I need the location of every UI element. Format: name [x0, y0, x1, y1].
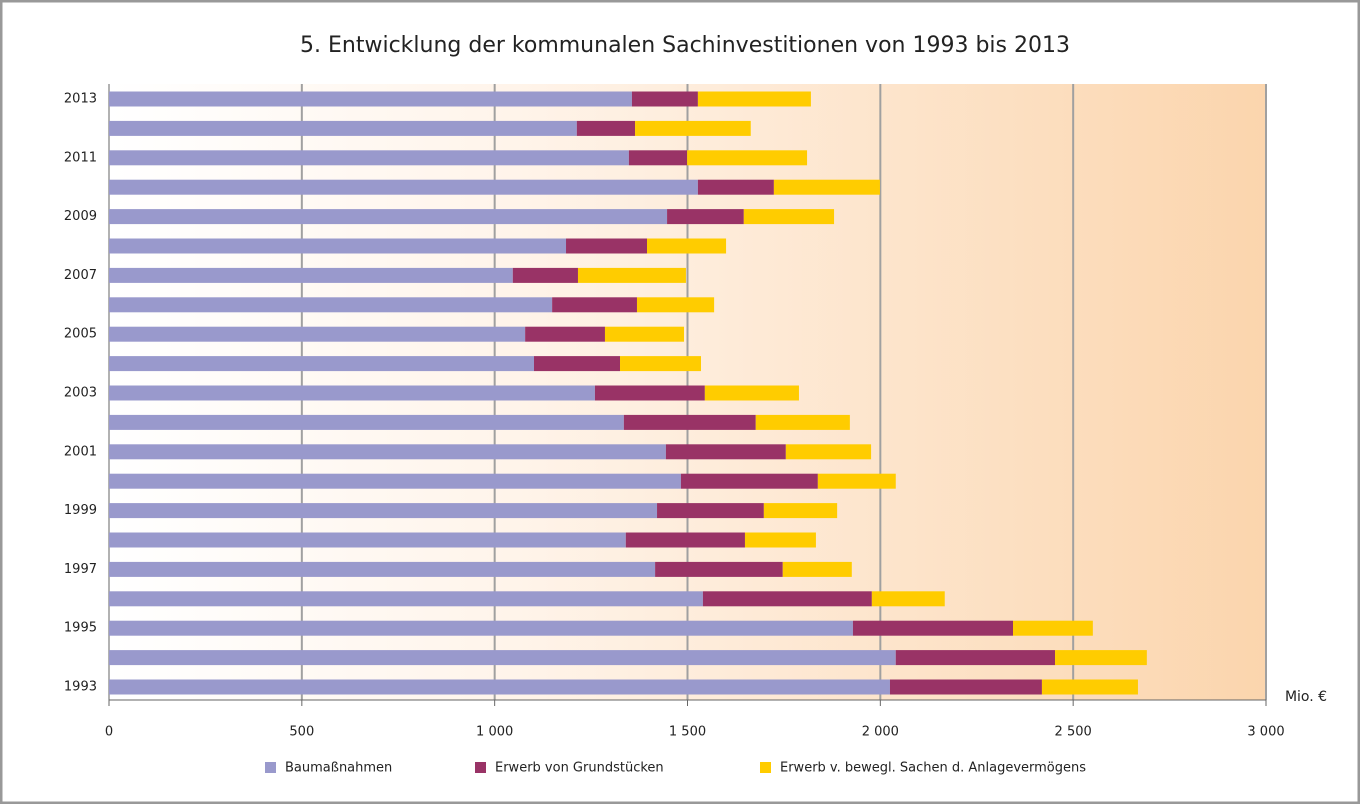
- bar-segment: [109, 238, 567, 254]
- bar-segment: [109, 414, 624, 430]
- y-tick-label: 2005: [64, 327, 97, 342]
- bar-segment: [109, 532, 626, 548]
- bar-segment: [623, 414, 756, 430]
- bar-segment: [109, 267, 513, 283]
- bar-segment: [109, 503, 658, 519]
- bar-segment: [667, 209, 744, 225]
- y-tick-label: 2013: [64, 92, 97, 107]
- bar-segment: [889, 679, 1042, 695]
- bar-segment: [534, 356, 621, 372]
- bar-segment: [109, 561, 656, 577]
- bar-segment: [109, 473, 681, 489]
- x-tick-label: 2 500: [1055, 725, 1092, 740]
- bar-segment: [1041, 679, 1138, 695]
- bar-segment: [743, 209, 835, 225]
- bar-segment: [871, 591, 945, 607]
- bar-segment: [109, 150, 629, 166]
- bar-segment: [109, 120, 577, 136]
- y-tick-label: 2011: [64, 150, 97, 165]
- y-tick-label: 1993: [64, 680, 97, 695]
- bar-segment: [109, 91, 632, 107]
- bar-segment: [620, 356, 701, 372]
- bar-segment: [109, 356, 535, 372]
- bar-segment: [773, 179, 880, 195]
- bar-segment: [636, 297, 715, 313]
- bar-segment: [109, 209, 668, 225]
- bar-segment: [755, 414, 850, 430]
- y-tick-label: 2009: [64, 209, 97, 224]
- bar-segment: [1013, 620, 1093, 636]
- bar-segment: [552, 297, 637, 313]
- bar-segment: [782, 561, 852, 577]
- bar-segment: [109, 444, 666, 460]
- bar-segment: [647, 238, 727, 254]
- bar-segment: [895, 650, 1056, 666]
- bar-segment: [704, 385, 799, 401]
- bar-segment: [697, 91, 811, 107]
- bar-segment: [702, 591, 872, 607]
- bar-segment: [525, 326, 605, 342]
- y-tick-label: 1995: [64, 621, 97, 636]
- bar-segment: [763, 503, 838, 519]
- bar-segment: [109, 326, 526, 342]
- bar-segment: [744, 532, 816, 548]
- legend-swatch: [265, 762, 276, 773]
- x-axis-label: Mio. €: [1285, 689, 1327, 705]
- bar-segment: [680, 473, 818, 489]
- bar-segment: [109, 179, 698, 195]
- legend-label: Erwerb von Grundstücken: [495, 761, 664, 776]
- x-tick-label: 0: [105, 725, 113, 740]
- bar-segment: [109, 591, 703, 607]
- chart-title: 5. Entwicklung der kommunalen Sachinvest…: [300, 33, 1070, 58]
- bar-segment: [817, 473, 896, 489]
- y-tick-label: 1997: [64, 562, 97, 577]
- bar-segment: [109, 385, 595, 401]
- bar-segment: [109, 620, 853, 636]
- bar-segment: [655, 561, 783, 577]
- bar-segment: [1055, 650, 1147, 666]
- legend-label: Baumaßnahmen: [285, 761, 392, 776]
- bar-segment: [631, 91, 698, 107]
- bar-segment: [109, 650, 896, 666]
- bar-segment: [576, 120, 636, 136]
- x-tick-label: 1 500: [669, 725, 706, 740]
- bar-segment: [604, 326, 685, 342]
- bar-segment: [785, 444, 872, 460]
- bar-segment: [109, 297, 553, 313]
- bar-segment: [697, 179, 774, 195]
- legend-swatch: [760, 762, 771, 773]
- bar-segment: [625, 532, 745, 548]
- bar-segment: [657, 503, 764, 519]
- y-tick-label: 2003: [64, 386, 97, 401]
- x-tick-label: 3 000: [1247, 725, 1284, 740]
- y-tick-label: 2001: [64, 444, 97, 459]
- bar-segment: [109, 679, 890, 695]
- bar-segment: [594, 385, 705, 401]
- bar-segment: [687, 150, 808, 166]
- bar-segment: [628, 150, 688, 166]
- x-tick-label: 500: [289, 725, 314, 740]
- y-tick-label: 1999: [64, 503, 97, 518]
- bar-segment: [566, 238, 648, 254]
- legend-label: Erwerb v. bewegl. Sachen d. Anlagevermög…: [780, 761, 1086, 776]
- bar-segment: [512, 267, 578, 283]
- y-tick-label: 2007: [64, 268, 97, 283]
- legend-swatch: [475, 762, 486, 773]
- bar-segment: [577, 267, 686, 283]
- x-tick-label: 1 000: [476, 725, 513, 740]
- bar-segment: [635, 120, 751, 136]
- bar-segment: [852, 620, 1014, 636]
- x-tick-label: 2 000: [862, 725, 899, 740]
- bar-segment: [665, 444, 786, 460]
